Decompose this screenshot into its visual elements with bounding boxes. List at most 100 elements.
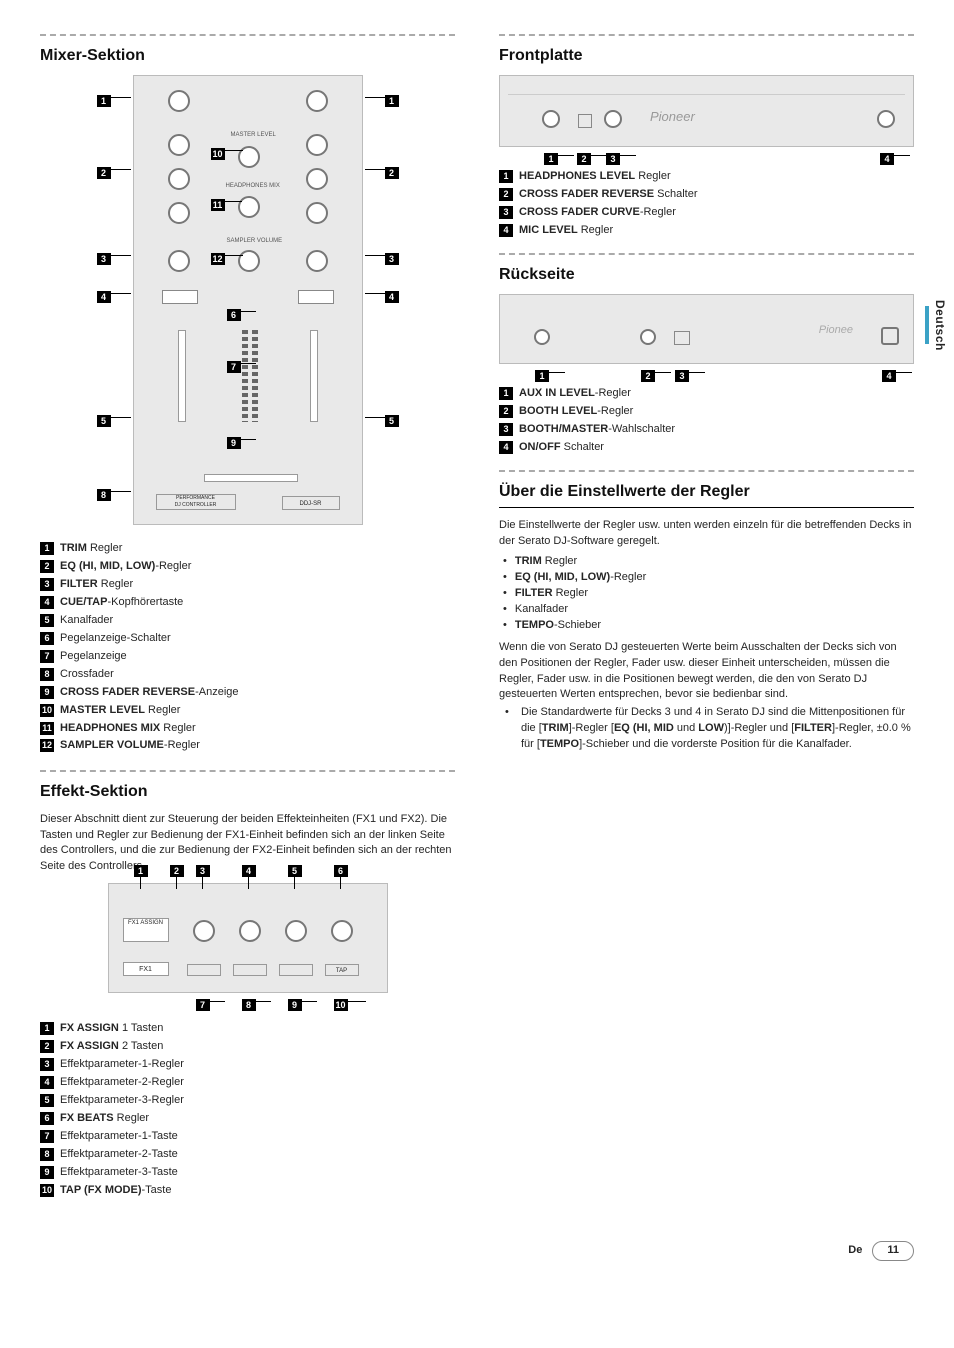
mixer-legend: 1 TRIM Regler 2 EQ (HI, MID, LOW)-Regler 3FI… [40, 541, 455, 754]
legend-label: CROSS FADER CURVE-Regler [519, 205, 676, 221]
legend-item: 12 SAMPLER VOLUME-Regler [40, 738, 455, 754]
legend-item: 3FILTER Regler [40, 577, 455, 593]
note-text: ]-Schieber und die vorderste Position fü… [579, 738, 852, 750]
legend-item: 4 Effektparameter-2-Regler [40, 1075, 455, 1091]
legend-label: MIC LEVEL Regler [519, 223, 613, 239]
legend-item: 6FX BEATS Regler [40, 1111, 455, 1127]
legend-label: AUX IN LEVEL-Regler [519, 386, 631, 402]
legend-label: EQ (HI, MID, LOW)-Regler [60, 559, 191, 575]
legend-label: HEADPHONES MIX Regler [60, 721, 196, 737]
legend-label: SAMPLER VOLUME-Regler [60, 738, 200, 754]
legend-number: 9 [40, 1166, 54, 1179]
legend-number: 4 [499, 224, 513, 237]
legend-number: 3 [499, 206, 513, 219]
legend-label: TAP (FX MODE)-Taste [60, 1183, 171, 1199]
legend-number: 9 [40, 686, 54, 699]
front-section-title: Frontplatte [499, 44, 914, 67]
legend-label: CUE/TAP-Kopfhörertaste [60, 595, 183, 611]
rear-diagram: Pionee 1 2 3 4 [499, 294, 914, 364]
legend-item: 7Pegelanzeige [40, 649, 455, 665]
settings-bullet: EQ (HI, MID, LOW)-Regler [499, 570, 914, 586]
settings-para1: Die Einstellwerte der Regler usw. unten … [499, 518, 914, 550]
language-side-tab: Deutsch [925, 300, 948, 351]
legend-number: 12 [40, 739, 54, 752]
divider [40, 770, 455, 772]
legend-item: 7 Effektparameter-1-Taste [40, 1129, 455, 1145]
legend-item: 3BOOTH/MASTER-Wahlschalter [499, 422, 914, 438]
effect-diagram: FX1 ASSIGN FX1 TAP 1 2 3 4 5 6 [40, 883, 455, 999]
legend-number: 2 [499, 188, 513, 201]
legend-number: 3 [40, 578, 54, 591]
note-text: )]-Regler und [ [724, 722, 794, 734]
legend-number: 4 [499, 441, 513, 454]
footer-lang: De [848, 1243, 862, 1259]
mixer-section-title: Mixer-Sektion [40, 44, 455, 67]
legend-number: 1 [40, 1022, 54, 1035]
page-footer: De 11 [40, 1241, 914, 1261]
front-diagram: Pioneer 1 2 3 4 [499, 75, 914, 147]
note-bold: EQ (HI, MID [614, 722, 674, 734]
legend-number: 3 [499, 423, 513, 436]
legend-number: 8 [40, 1148, 54, 1161]
settings-bullet: FILTER Regler [499, 586, 914, 602]
rear-legend: 1AUX IN LEVEL-Regler 2BOOTH LEVEL-Regler 3… [499, 386, 914, 456]
legend-number: 6 [40, 632, 54, 645]
effect-section-title: Effekt-Sektion [40, 780, 455, 803]
legend-item: 10TAP (FX MODE)-Taste [40, 1183, 455, 1199]
settings-bullets: TRIM ReglerEQ (HI, MID, LOW)-ReglerFILTE… [499, 554, 914, 634]
legend-item: 5Kanalfader [40, 613, 455, 629]
legend-item: 9 Effektparameter-3-Taste [40, 1165, 455, 1181]
legend-label: Effektparameter-3-Taste [60, 1165, 178, 1181]
legend-label: Crossfader [60, 667, 114, 683]
note-bold: TRIM [542, 722, 569, 734]
note-bold: FILTER [794, 722, 832, 734]
side-tab-label: Deutsch [931, 300, 948, 351]
settings-note: Die Standardwerte für Decks 3 und 4 in S… [499, 705, 914, 753]
divider [499, 253, 914, 255]
legend-label: Effektparameter-2-Regler [60, 1075, 184, 1091]
legend-item: 1HEADPHONES LEVEL Regler [499, 169, 914, 185]
legend-item: 2FX ASSIGN 2 Tasten [40, 1039, 455, 1055]
legend-label: FX ASSIGN 1 Tasten [60, 1021, 163, 1037]
legend-item: 3Effektparameter-1-Regler [40, 1057, 455, 1073]
legend-item: 3 CROSS FADER CURVE-Regler [499, 205, 914, 221]
settings-para2: Wenn die von Serato DJ gesteuerten Werte… [499, 640, 914, 704]
brand-logo: Pioneer [650, 108, 695, 127]
legend-item: 2BOOTH LEVEL-Regler [499, 404, 914, 420]
legend-number: 7 [40, 650, 54, 663]
brand-logo: Pionee [819, 323, 853, 339]
legend-item: 1 TRIM Regler [40, 541, 455, 557]
settings-bullet: TEMPO-Schieber [499, 618, 914, 634]
mixer-diagram: MASTER LEVEL HEADPHONES MIX SAMPLER VOLU… [40, 75, 455, 531]
front-legend: 1HEADPHONES LEVEL Regler 2 CROSS FADER REV… [499, 169, 914, 239]
footer-page-number: 11 [872, 1241, 914, 1261]
legend-item: 4 MIC LEVEL Regler [499, 223, 914, 239]
legend-label: Effektparameter-2-Taste [60, 1147, 178, 1163]
legend-label: TRIM Regler [60, 541, 122, 557]
legend-number: 7 [40, 1130, 54, 1143]
note-text: ]-Regler [ [569, 722, 614, 734]
legend-item: 4CUE/TAP-Kopfhörertaste [40, 595, 455, 611]
legend-item: 10MASTER LEVEL Regler [40, 703, 455, 719]
legend-item: 2 EQ (HI, MID, LOW)-Regler [40, 559, 455, 575]
legend-number: 4 [40, 1076, 54, 1089]
legend-number: 11 [40, 722, 54, 735]
legend-label: HEADPHONES LEVEL Regler [519, 169, 671, 185]
legend-number: 1 [40, 542, 54, 555]
legend-item: 4ON/OFF Schalter [499, 440, 914, 456]
legend-label: Effektparameter-1-Taste [60, 1129, 178, 1145]
legend-number: 2 [40, 560, 54, 573]
note-bold: TEMPO [540, 738, 579, 750]
legend-item: 8 Effektparameter-2-Taste [40, 1147, 455, 1163]
settings-bullet: TRIM Regler [499, 554, 914, 570]
legend-item: 1AUX IN LEVEL-Regler [499, 386, 914, 402]
divider [499, 470, 914, 472]
legend-number: 5 [40, 1094, 54, 1107]
rear-section-title: Rückseite [499, 263, 914, 286]
legend-label: CROSS FADER REVERSE Schalter [519, 187, 698, 203]
legend-label: Effektparameter-3-Regler [60, 1093, 184, 1109]
legend-label: CROSS FADER REVERSE-Anzeige [60, 685, 239, 701]
divider [40, 34, 455, 36]
divider [499, 34, 914, 36]
legend-label: BOOTH LEVEL-Regler [519, 404, 633, 420]
